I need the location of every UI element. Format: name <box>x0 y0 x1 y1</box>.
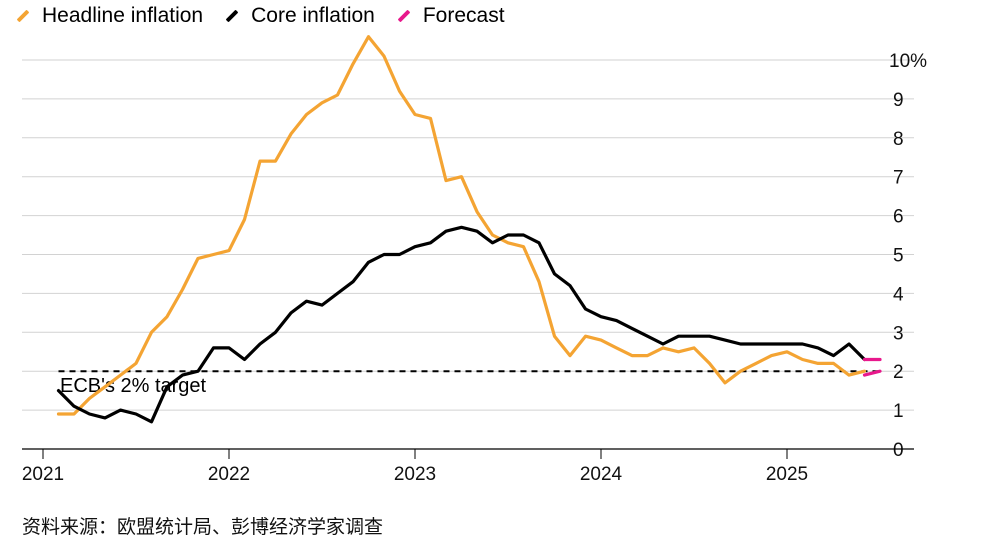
y-tick-label-8: 8 <box>893 129 904 150</box>
legend-item-core: Core inflation <box>225 2 375 30</box>
y-tick-label-5: 5 <box>893 246 904 267</box>
y-tick-label-0: 0 <box>893 440 904 461</box>
x-tick-label-2021: 2021 <box>22 464 64 485</box>
series-line-core-inflation <box>56 225 867 424</box>
series-line-forecast-headline <box>862 369 882 377</box>
y-tick-label-6: 6 <box>893 207 904 228</box>
legend-label-headline: Headline inflation <box>42 4 204 27</box>
y-tick-label-3: 3 <box>893 323 904 344</box>
y-tick-label-9: 9 <box>893 90 904 111</box>
legend-label-core: Core inflation <box>251 4 375 27</box>
y-tick-label-7: 7 <box>893 168 904 189</box>
legend-item-forecast: Forecast <box>397 2 505 30</box>
x-tick-label-2023: 2023 <box>394 464 436 485</box>
legend-item-headline: Headline inflation <box>16 2 203 30</box>
legend-label-forecast: Forecast <box>422 4 505 27</box>
x-tick-label-2024: 2024 <box>580 464 623 485</box>
y-tick-label-1: 1 <box>893 401 904 422</box>
y-tick-label-10: 10% <box>889 51 927 72</box>
x-tick-label-2025: 2025 <box>766 464 808 485</box>
chart-legend: Headline inflation Core inflation Foreca… <box>16 2 527 30</box>
y-tick-label-2: 2 <box>893 362 904 383</box>
source-note: 资料来源：欧盟统计局、彭博经济学家调查 <box>22 516 384 538</box>
target-label: ECB's 2% target <box>60 375 207 397</box>
x-tick-label-2022: 2022 <box>208 464 250 485</box>
series-line-headline-inflation <box>56 35 867 416</box>
y-tick-label-4: 4 <box>893 284 904 305</box>
